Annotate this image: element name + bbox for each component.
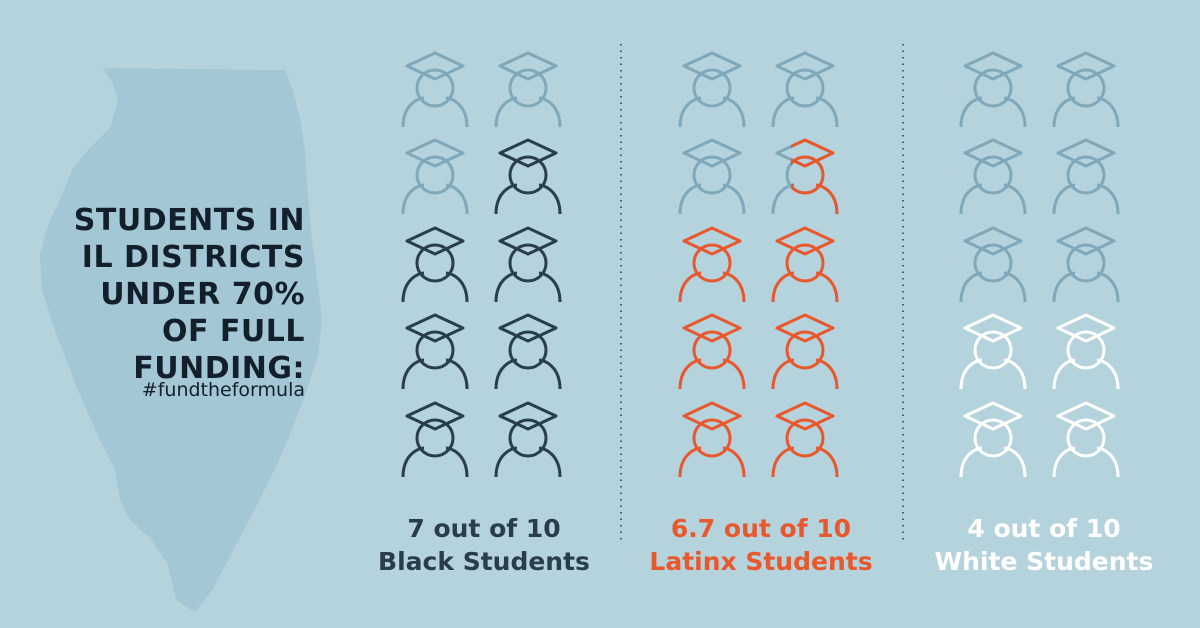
latinx-student-icon-3	[678, 138, 746, 215]
white-student-icon-7	[959, 313, 1027, 390]
black-student-icon-2	[494, 51, 562, 128]
latinx-student-icon-5	[678, 226, 746, 303]
latinx-student-icon-8	[771, 313, 839, 390]
headline-line-4: OF FULL	[161, 314, 305, 349]
black-student-icon-9	[401, 401, 469, 478]
white-student-icon-9	[959, 401, 1027, 478]
latinx-student-icon-4	[771, 138, 839, 215]
black-student-icon-8	[494, 313, 562, 390]
caption-white-students: 4 out of 10 White Students	[904, 512, 1184, 578]
white-student-icon-10	[1052, 401, 1120, 478]
caption-latinx-value: 6.7 out of 10	[670, 514, 852, 543]
headline-line-1: STUDENTS IN	[73, 203, 305, 238]
headline-line-2: IL DISTRICTS	[81, 240, 305, 275]
caption-latinx-students: 6.7 out of 10 Latinx Students	[621, 512, 901, 578]
caption-white-value: 4 out of 10	[967, 514, 1121, 543]
caption-black-students: 7 out of 10 Black Students	[344, 512, 624, 578]
black-student-icon-5	[401, 226, 469, 303]
latinx-student-icon-2	[771, 51, 839, 128]
caption-latinx-label: Latinx Students	[649, 547, 873, 576]
latinx-student-icon-1	[678, 51, 746, 128]
headline: STUDENTS IN IL DISTRICTS UNDER 70% OF FU…	[5, 202, 305, 387]
white-student-icon-6	[1052, 226, 1120, 303]
illinois-map-silhouette	[40, 68, 322, 612]
headline-line-3: UNDER 70%	[100, 277, 305, 312]
caption-black-label: Black Students	[378, 547, 590, 576]
hashtag: #fundtheformula	[141, 379, 305, 401]
white-student-icon-8	[1052, 313, 1120, 390]
white-student-icon-4	[1052, 138, 1120, 215]
latinx-student-icon-6	[771, 226, 839, 303]
black-student-icon-4	[494, 138, 562, 215]
latinx-student-icon-10	[771, 401, 839, 478]
white-student-icon-2	[1052, 51, 1120, 128]
caption-white-label: White Students	[934, 547, 1154, 576]
latinx-student-icon-7	[678, 313, 746, 390]
black-student-icon-6	[494, 226, 562, 303]
caption-black-value: 7 out of 10	[407, 514, 561, 543]
white-student-icon-1	[959, 51, 1027, 128]
latinx-student-icon-9	[678, 401, 746, 478]
black-student-icon-3	[401, 138, 469, 215]
white-student-icon-5	[959, 226, 1027, 303]
black-student-icon-1	[401, 51, 469, 128]
headline-line-5: FUNDING:	[133, 351, 305, 386]
white-student-icon-3	[959, 138, 1027, 215]
black-student-icon-7	[401, 313, 469, 390]
black-student-icon-10	[494, 401, 562, 478]
